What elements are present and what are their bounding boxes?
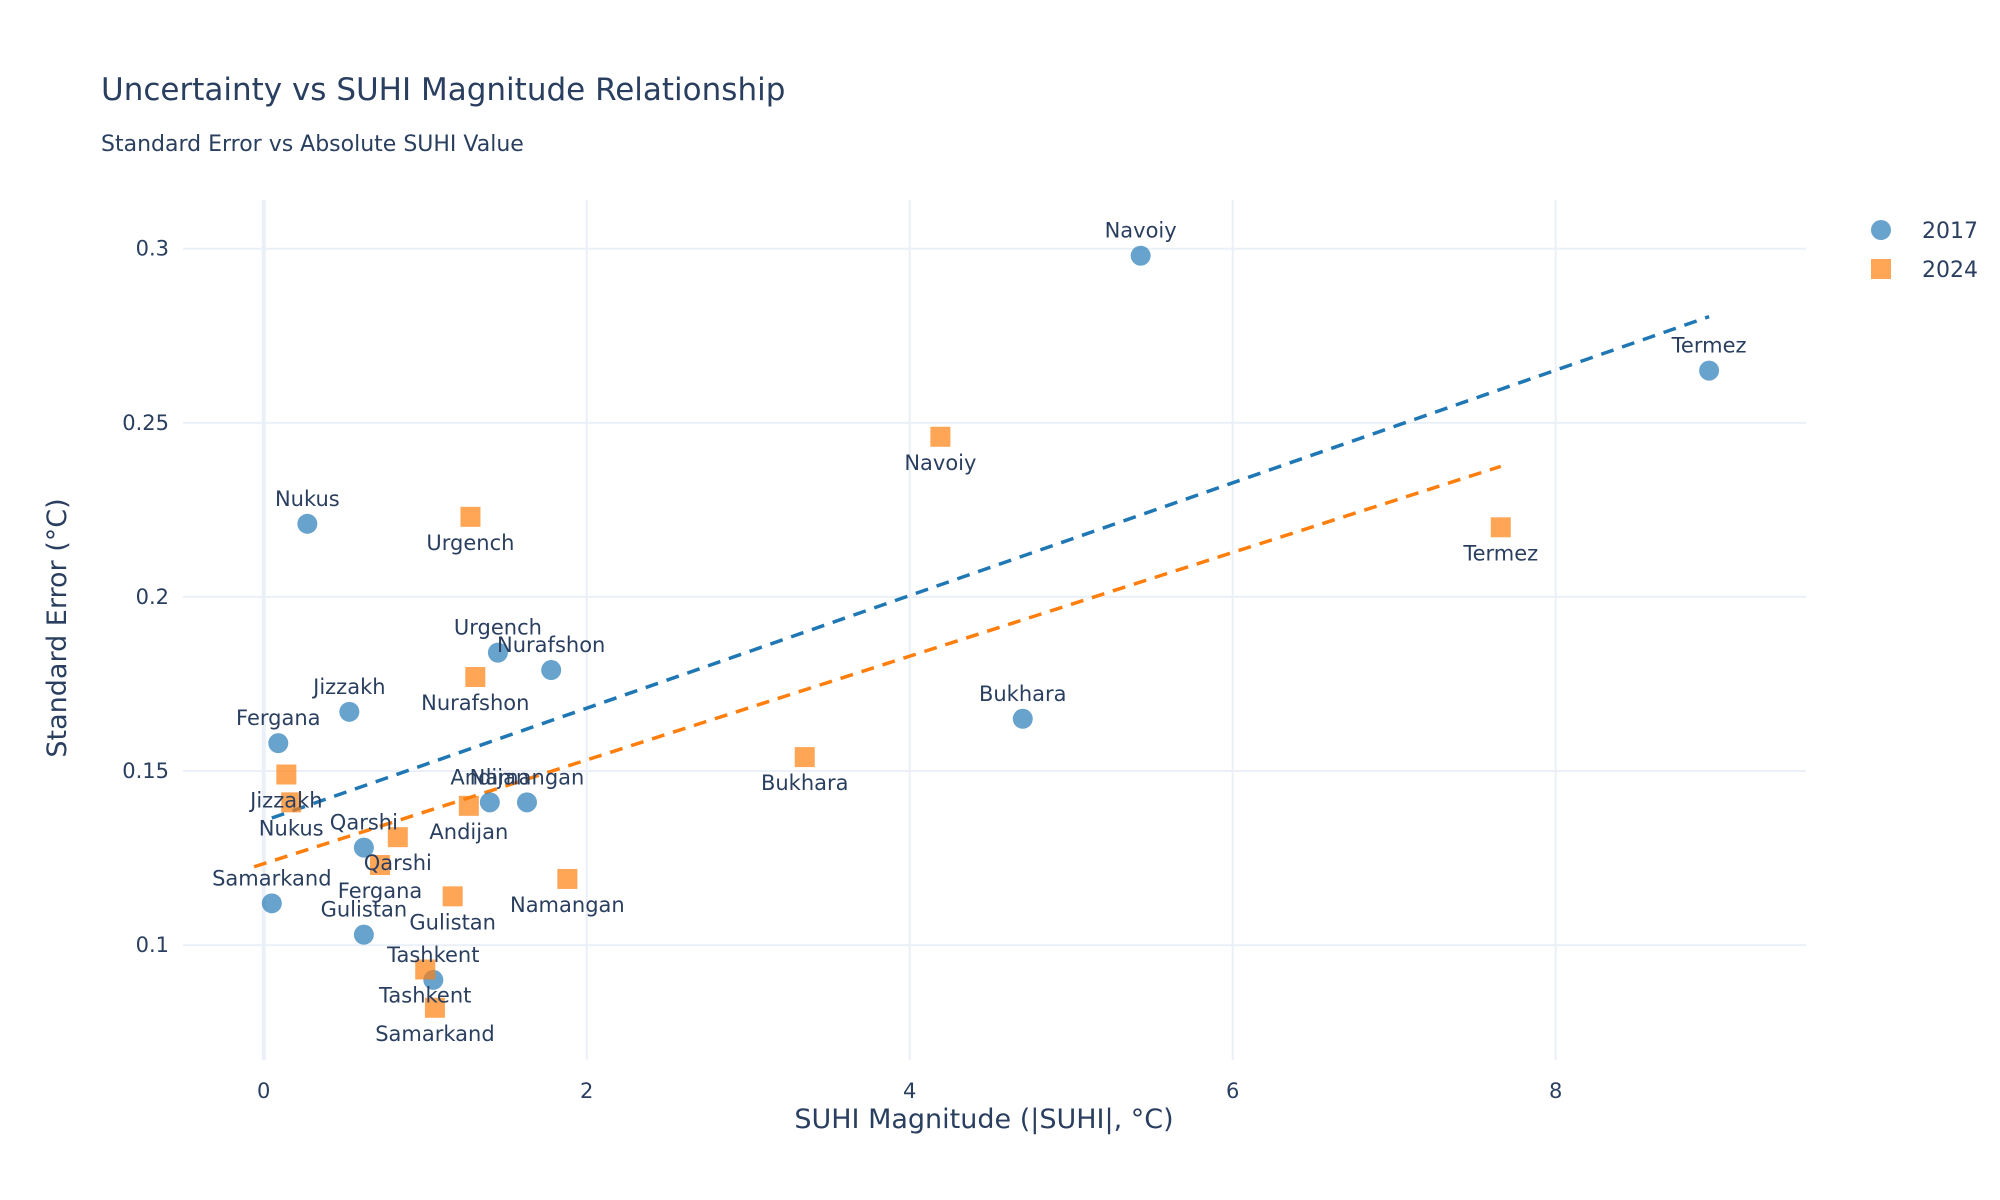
data-label: Samarkand xyxy=(212,866,331,890)
data-label: Urgench xyxy=(454,616,542,640)
y-axis-title: Standard Error (°C) xyxy=(42,498,73,757)
data-label: Namangan xyxy=(510,893,625,917)
data-label: Tashkent xyxy=(386,943,479,967)
data-point[interactable] xyxy=(370,855,391,876)
y-tick-label: 0.1 xyxy=(136,933,169,957)
y-tick-label: 0.15 xyxy=(122,759,169,783)
data-label: Termez xyxy=(1671,334,1747,358)
data-label: Andijan xyxy=(450,765,529,789)
data-label: Samarkand xyxy=(375,1022,494,1046)
data-point[interactable] xyxy=(541,660,562,681)
data-point[interactable] xyxy=(1012,708,1033,729)
data-point[interactable] xyxy=(516,792,537,813)
chart-subtitle: Standard Error vs Absolute SUHI Value xyxy=(101,132,524,157)
data-point[interactable] xyxy=(458,795,479,816)
x-tick-label: 2 xyxy=(580,1079,593,1103)
data-label: Tashkent xyxy=(378,983,471,1007)
data-point[interactable] xyxy=(460,506,481,527)
data-label: Qarshi xyxy=(330,811,398,835)
data-point[interactable] xyxy=(1130,245,1151,266)
legend-label-2024: 2024 xyxy=(1922,258,1978,283)
y-tick-label: 0.25 xyxy=(122,411,169,435)
data-label: Gulistan xyxy=(409,910,496,934)
legend-square-icon xyxy=(1871,259,1891,279)
x-tick-label: 8 xyxy=(1549,1079,1562,1103)
y-tick-label: 0.2 xyxy=(136,585,169,609)
points-layer xyxy=(261,245,1720,1018)
data-point[interactable] xyxy=(424,997,445,1018)
data-label: Bukhara xyxy=(761,771,849,795)
x-tick-label: 0 xyxy=(257,1079,270,1103)
data-point[interactable] xyxy=(487,642,508,663)
data-label: Fergana xyxy=(236,706,321,730)
data-label: Nukus xyxy=(275,487,340,511)
data-label: Qarshi xyxy=(364,851,432,875)
data-point[interactable] xyxy=(1699,360,1720,381)
data-label: Gulistan xyxy=(321,898,408,922)
data-point[interactable] xyxy=(281,792,302,813)
ticks-layer: 0 2 4 6 8 0.1 0.15 0.2 0.25 0.3 xyxy=(122,237,1562,1103)
data-label: Nurafshon xyxy=(421,691,529,715)
data-point[interactable] xyxy=(297,513,318,534)
data-point[interactable] xyxy=(268,733,289,754)
data-label: Urgench xyxy=(426,531,514,555)
data-point[interactable] xyxy=(353,837,374,858)
data-point[interactable] xyxy=(339,701,360,722)
legend-item-2017[interactable]: 2017 xyxy=(1871,219,1978,244)
data-label: Bukhara xyxy=(979,682,1067,706)
trend-layer xyxy=(253,314,1710,869)
x-tick-label: 4 xyxy=(903,1079,916,1103)
data-point[interactable] xyxy=(1490,517,1511,538)
data-label: Namangan xyxy=(470,765,585,789)
data-label: Fergana xyxy=(338,879,423,903)
data-label: Nukus xyxy=(259,816,324,840)
grid-layer xyxy=(183,200,1806,1060)
data-point[interactable] xyxy=(353,924,374,945)
data-point[interactable] xyxy=(479,792,500,813)
chart-title: Uncertainty vs SUHI Magnitude Relationsh… xyxy=(101,72,785,108)
trend-line-2017 xyxy=(271,314,1710,820)
legend-item-2024[interactable]: 2024 xyxy=(1871,258,1978,283)
data-label: Andijan xyxy=(429,820,508,844)
data-label: Termez xyxy=(1462,541,1538,565)
data-point[interactable] xyxy=(442,886,463,907)
data-label: Jizzakh xyxy=(248,788,322,812)
x-axis-title: SUHI Magnitude (|SUHI|, °C) xyxy=(794,1104,1173,1135)
data-label: Jizzakh xyxy=(311,675,385,699)
data-point[interactable] xyxy=(465,667,486,688)
data-point[interactable] xyxy=(387,827,408,848)
data-point[interactable] xyxy=(557,868,578,889)
legend-label-2017: 2017 xyxy=(1922,219,1978,244)
legend-circle-icon xyxy=(1871,220,1891,240)
data-point[interactable] xyxy=(794,747,815,768)
data-point[interactable] xyxy=(261,893,282,914)
data-point[interactable] xyxy=(276,764,297,785)
data-label: Navoiy xyxy=(1105,219,1177,243)
y-tick-label: 0.3 xyxy=(136,237,169,261)
legend[interactable]: 2017 2024 xyxy=(1871,219,1978,283)
data-point[interactable] xyxy=(415,959,436,980)
point-labels-layer: NavoiyTermezNukusUrgenchNurafshonJizzakh… xyxy=(212,219,1746,1046)
data-point[interactable] xyxy=(930,426,951,447)
trend-line-2024 xyxy=(253,464,1502,869)
data-label: Navoiy xyxy=(904,451,976,475)
x-tick-label: 6 xyxy=(1226,1079,1239,1103)
data-label: Nurafshon xyxy=(497,633,605,657)
